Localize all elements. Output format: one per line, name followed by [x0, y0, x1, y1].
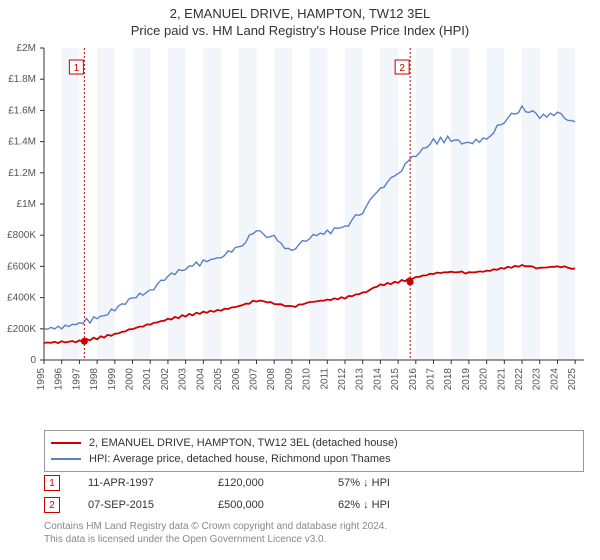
svg-text:2025: 2025: [567, 368, 578, 391]
svg-text:2006: 2006: [231, 368, 242, 391]
marker-row-1: 2 07-SEP-2015 £500,000 62% ↓ HPI: [44, 494, 468, 516]
svg-text:1998: 1998: [89, 368, 100, 391]
svg-text:£600K: £600K: [7, 261, 36, 272]
title-line-2: Price paid vs. HM Land Registry's House …: [0, 23, 600, 38]
svg-text:2009: 2009: [284, 368, 295, 391]
svg-text:£200K: £200K: [7, 324, 36, 335]
svg-text:2000: 2000: [125, 368, 136, 391]
footer: Contains HM Land Registry data © Crown c…: [44, 520, 387, 546]
svg-text:2013: 2013: [355, 368, 366, 391]
marker-badge-0: 1: [44, 475, 60, 491]
chart-container: 2, EMANUEL DRIVE, HAMPTON, TW12 3EL Pric…: [0, 0, 600, 560]
svg-text:1997: 1997: [71, 368, 82, 391]
svg-text:2003: 2003: [178, 368, 189, 391]
svg-text:£1.6M: £1.6M: [8, 105, 36, 116]
marker-badge-1: 2: [44, 497, 60, 513]
svg-text:2010: 2010: [302, 368, 313, 391]
legend-swatch-1: [51, 458, 81, 460]
footer-line-1: Contains HM Land Registry data © Crown c…: [44, 520, 387, 533]
legend-swatch-0: [51, 442, 81, 444]
svg-text:2017: 2017: [426, 368, 437, 391]
svg-text:2008: 2008: [266, 368, 277, 391]
svg-text:2: 2: [399, 63, 405, 74]
svg-text:£2M: £2M: [17, 43, 36, 54]
svg-text:2012: 2012: [337, 368, 348, 391]
svg-text:£1.8M: £1.8M: [8, 74, 36, 85]
chart-svg: 0£200K£400K£600K£800K£1M£1.2M£1.4M£1.6M£…: [44, 48, 584, 388]
marker-price-0: £120,000: [218, 477, 338, 489]
svg-text:2020: 2020: [479, 368, 490, 391]
svg-text:1999: 1999: [107, 368, 118, 391]
svg-text:2011: 2011: [319, 368, 330, 390]
svg-text:2001: 2001: [142, 368, 153, 391]
title-block: 2, EMANUEL DRIVE, HAMPTON, TW12 3EL Pric…: [0, 0, 600, 38]
title-line-1: 2, EMANUEL DRIVE, HAMPTON, TW12 3EL: [0, 6, 600, 21]
legend-label-1: HPI: Average price, detached house, Rich…: [89, 453, 391, 465]
svg-text:1995: 1995: [36, 368, 47, 391]
svg-text:2019: 2019: [461, 368, 472, 391]
svg-text:1: 1: [74, 63, 80, 74]
svg-text:2021: 2021: [496, 368, 507, 391]
svg-text:£1.2M: £1.2M: [8, 168, 36, 179]
svg-text:2023: 2023: [532, 368, 543, 391]
svg-text:£800K: £800K: [7, 230, 36, 241]
svg-text:2005: 2005: [213, 368, 224, 391]
svg-text:2024: 2024: [549, 368, 560, 391]
legend-box: 2, EMANUEL DRIVE, HAMPTON, TW12 3EL (det…: [44, 430, 584, 472]
svg-text:2016: 2016: [408, 368, 419, 391]
svg-text:2015: 2015: [390, 368, 401, 391]
svg-text:£1.4M: £1.4M: [8, 137, 36, 148]
svg-text:2002: 2002: [160, 368, 171, 391]
svg-text:2018: 2018: [443, 368, 454, 391]
marker-table: 1 11-APR-1997 £120,000 57% ↓ HPI 2 07-SE…: [44, 472, 468, 516]
svg-text:2014: 2014: [372, 368, 383, 391]
marker-price-1: £500,000: [218, 499, 338, 511]
marker-row-0: 1 11-APR-1997 £120,000 57% ↓ HPI: [44, 472, 468, 494]
legend-row-1: HPI: Average price, detached house, Rich…: [51, 451, 577, 467]
svg-text:1996: 1996: [54, 368, 65, 391]
marker-date-0: 11-APR-1997: [88, 477, 218, 489]
marker-date-1: 07-SEP-2015: [88, 499, 218, 511]
svg-text:2004: 2004: [195, 368, 206, 391]
legend-label-0: 2, EMANUEL DRIVE, HAMPTON, TW12 3EL (det…: [89, 437, 398, 449]
svg-text:£1M: £1M: [17, 199, 36, 210]
marker-note-1: 62% ↓ HPI: [338, 499, 468, 511]
svg-text:2007: 2007: [248, 368, 259, 391]
svg-text:£400K: £400K: [7, 293, 36, 304]
legend-row-0: 2, EMANUEL DRIVE, HAMPTON, TW12 3EL (det…: [51, 435, 577, 451]
marker-note-0: 57% ↓ HPI: [338, 477, 468, 489]
svg-text:2022: 2022: [514, 368, 525, 391]
svg-text:0: 0: [30, 355, 36, 366]
chart-area: 0£200K£400K£600K£800K£1M£1.2M£1.4M£1.6M£…: [44, 48, 584, 388]
footer-line-2: This data is licensed under the Open Gov…: [44, 533, 387, 546]
